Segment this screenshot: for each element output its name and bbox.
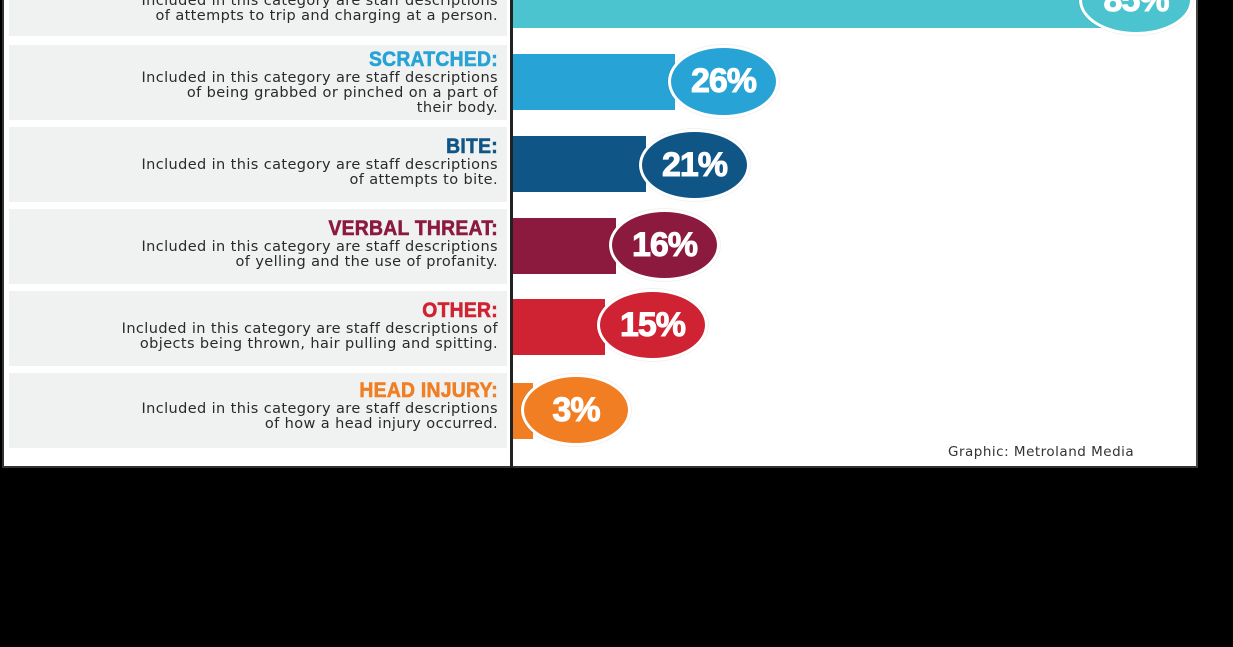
category-description: of attempts to trip and charging at a pe… (155, 8, 498, 24)
category-title: VERBAL THREAT: (328, 217, 498, 240)
category-description: Included in this category are staff desc… (121, 321, 498, 337)
category-label-other: OTHER: Included in this category are sta… (9, 291, 507, 366)
category-description: of being grabbed or pinched on a part of (186, 85, 498, 101)
category-title: BITE: (446, 135, 498, 158)
bar-bite (513, 136, 646, 192)
category-title: HEAD INJURY: (359, 379, 498, 402)
category-description: of attempts to bite. (349, 172, 498, 188)
category-label-bite: BITE: Included in this category are staf… (9, 127, 507, 202)
category-label-trip-charging: Included in this category are staff desc… (9, 0, 507, 36)
bar-other (513, 299, 605, 355)
value-bubble: 15% (597, 289, 708, 361)
value-bubble: 16% (609, 209, 720, 281)
category-description: Included in this category are staff desc… (141, 0, 498, 9)
graphic-credit: Graphic: Metroland Media (948, 444, 1135, 460)
category-description: Included in this category are staff desc… (141, 239, 498, 255)
infographic-panel: Included in this category are staff desc… (2, 0, 1198, 468)
category-description: Included in this category are staff desc… (141, 157, 498, 173)
value-bubble: 3% (521, 374, 631, 446)
category-title: SCRATCHED: (368, 48, 498, 71)
category-title: OTHER: (422, 299, 498, 322)
category-description: their body. (416, 100, 498, 116)
panel-divider (510, 0, 513, 468)
value-bubble: 26% (668, 45, 779, 118)
category-description: Included in this category are staff desc… (141, 70, 498, 86)
category-description: of yelling and the use of profanity. (235, 254, 498, 270)
bar-verbal-threat (513, 218, 616, 274)
bar-scratched (513, 54, 675, 110)
category-description: of how a head injury occurred. (264, 416, 498, 432)
value-bubble: 21% (639, 129, 750, 201)
category-description: objects being thrown, hair pulling and s… (139, 336, 498, 352)
category-label-head-injury: HEAD INJURY: Included in this category a… (9, 373, 507, 448)
category-label-verbal-threat: VERBAL THREAT: Included in this category… (9, 209, 507, 284)
bar-trip-charging (513, 0, 1103, 28)
category-label-scratched: SCRATCHED: Included in this category are… (9, 45, 507, 120)
value-bubble: 85% (1079, 0, 1193, 35)
category-description: Included in this category are staff desc… (141, 401, 498, 417)
